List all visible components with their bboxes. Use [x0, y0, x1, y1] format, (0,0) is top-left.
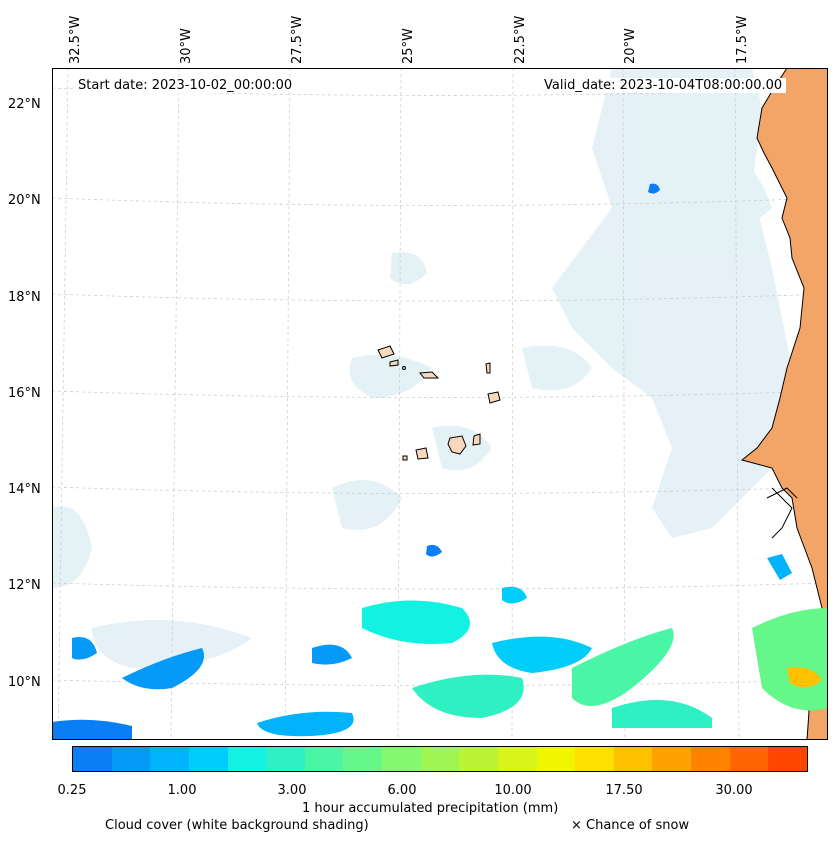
- colorbar-segment: [536, 747, 576, 771]
- colorbar-tick-30-00: 30.00: [715, 783, 753, 798]
- colorbar-tick-0-25: 0.25: [57, 783, 87, 798]
- colorbar-segment: [768, 747, 807, 771]
- colorbar-title: 1 hour accumulated precipitation (mm): [302, 801, 559, 816]
- colorbar-tick-1-00: 1.00: [167, 783, 197, 798]
- colorbar-segment: [459, 747, 498, 771]
- colorbar-segment: [691, 747, 730, 771]
- lat-label-10n: 10°N: [8, 675, 41, 690]
- cloud-cover-legend: Cloud cover (white background shading): [105, 818, 369, 833]
- colorbar-segment: [150, 747, 189, 771]
- colorbar-segment: [613, 747, 653, 771]
- lat-label-22n: 22°N: [8, 97, 41, 112]
- colorbar-segment: [111, 747, 151, 771]
- lat-label-18n: 18°N: [8, 290, 41, 305]
- colorbar-tick-6-00: 6.00: [387, 783, 417, 798]
- lat-label-14n: 14°N: [8, 482, 41, 497]
- start-date-label: Start date: 2023-10-02_00:00:00: [74, 78, 297, 93]
- colorbar-segment: [382, 747, 421, 771]
- colorbar-segment: [304, 747, 344, 771]
- valid-date-label: Valid_date: 2023-10-04T08:00:00.00: [540, 78, 787, 93]
- snow-legend: × Chance of snow: [571, 818, 690, 833]
- colorbar-segment: [497, 747, 537, 771]
- colorbar-tick-10-00: 10.00: [494, 783, 532, 798]
- colorbar: [72, 746, 808, 772]
- colorbar-segment: [188, 747, 228, 771]
- map-panel: [52, 68, 828, 740]
- lat-label-16n: 16°N: [8, 386, 41, 401]
- coast-detail: [766, 487, 798, 539]
- colorbar-tick-17-50: 17.50: [605, 783, 643, 798]
- colorbar-segment: [652, 747, 691, 771]
- colorbar-segment: [729, 747, 769, 771]
- lat-label-20n: 20°N: [8, 193, 41, 208]
- cabo-verde-islands: [377, 345, 501, 461]
- colorbar-tick-3-00: 3.00: [277, 783, 307, 798]
- precipitation-field: [52, 183, 828, 740]
- colorbar-segment: [73, 747, 112, 771]
- colorbar-segment: [575, 747, 614, 771]
- colorbar-segment: [227, 747, 267, 771]
- colorbar-segment: [266, 747, 305, 771]
- colorbar-segment: [343, 747, 382, 771]
- colorbar-segment: [420, 747, 460, 771]
- lat-label-12n: 12°N: [8, 578, 41, 593]
